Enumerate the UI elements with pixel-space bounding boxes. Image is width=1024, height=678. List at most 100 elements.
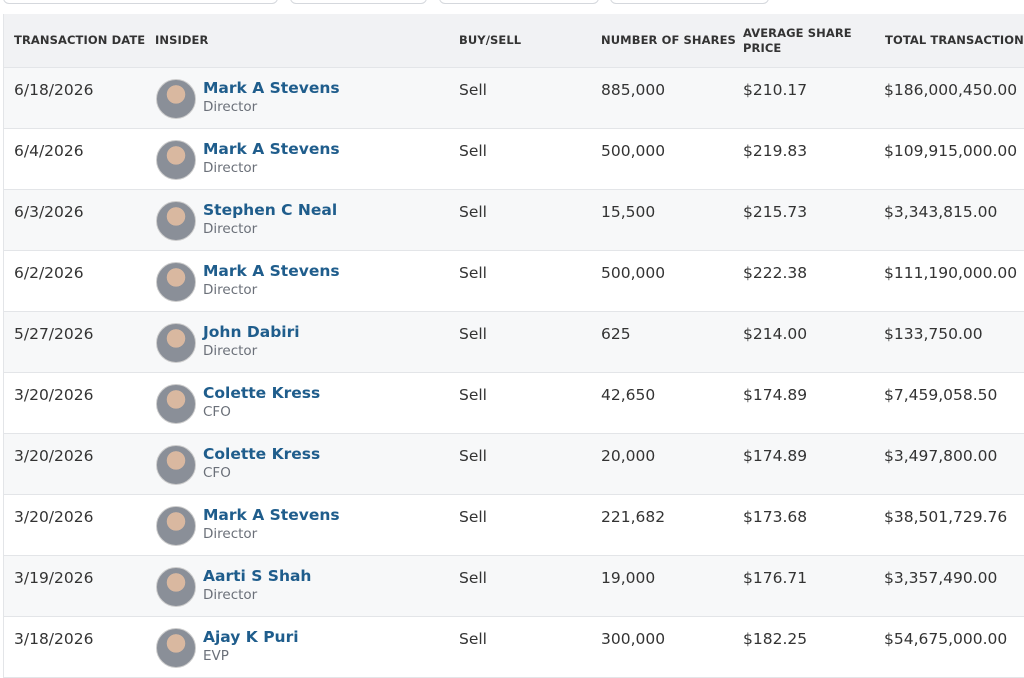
table-body: 6/18/2026 Mark A Stevens Director Sell 885,0… bbox=[4, 68, 1024, 678]
insider-name[interactable]: Mark A Stevens bbox=[203, 79, 340, 97]
transaction-date: 3/20/2026 bbox=[14, 447, 94, 465]
number-of-shares: 20,000 bbox=[601, 447, 656, 465]
column-header[interactable]: Transaction Date bbox=[14, 33, 146, 47]
insider-name[interactable]: Colette Kress bbox=[203, 445, 321, 463]
total-transaction: $3,497,800.00 bbox=[884, 447, 998, 465]
number-of-shares: 885,000 bbox=[601, 81, 666, 99]
insider-avatar bbox=[156, 262, 196, 302]
insider-name[interactable]: Colette Kress bbox=[203, 384, 321, 402]
insider-name[interactable]: Mark A Stevens bbox=[203, 140, 340, 158]
total-transaction: $54,675,000.00 bbox=[884, 630, 1008, 648]
page: {"table": { "columns": ["Transaction Dat… bbox=[3, 0, 1024, 678]
table-row: 3/19/2026 Aarti S Shah Director Sell 19,000 $… bbox=[4, 556, 1024, 617]
insider-avatar bbox=[156, 628, 196, 668]
buy-sell: Sell bbox=[459, 325, 487, 343]
total-transaction: $7,459,058.50 bbox=[884, 386, 998, 404]
total-transaction: $186,000,450.00 bbox=[884, 81, 1018, 99]
table-row: 6/4/2026 Mark A Stevens Director Sell 500,00… bbox=[4, 129, 1024, 190]
buy-sell: Sell bbox=[459, 264, 487, 282]
table-row: 3/18/2026 Ajay K Puri EVP Sell 300,000 $182.2… bbox=[4, 617, 1024, 678]
insider-role: CFO bbox=[203, 465, 231, 481]
number-of-shares: 300,000 bbox=[601, 630, 666, 648]
insider-role: Director bbox=[203, 221, 258, 237]
table-row: 3/20/2026 Colette Kress CFO Sell 42,650 $174.… bbox=[4, 373, 1024, 434]
total-transaction: $3,357,490.00 bbox=[884, 569, 998, 587]
insider-role: CFO bbox=[203, 404, 231, 420]
total-transaction: $109,915,000.00 bbox=[884, 142, 1018, 160]
transaction-date: 3/18/2026 bbox=[14, 630, 94, 648]
filter-box[interactable] bbox=[439, 0, 599, 4]
insider-name[interactable]: Aarti S Shah bbox=[203, 567, 312, 585]
transaction-date: 3/20/2026 bbox=[14, 508, 94, 526]
average-share-price: $210.17 bbox=[743, 81, 808, 99]
insider-avatar bbox=[156, 323, 196, 363]
insider-name[interactable]: John Dabiri bbox=[203, 323, 300, 341]
average-share-price: $219.83 bbox=[743, 142, 808, 160]
table-header: Transaction Date Insider Buy/Sell Number of… bbox=[4, 14, 1024, 68]
insider-avatar bbox=[156, 140, 196, 180]
insider-avatar bbox=[156, 79, 196, 119]
buy-sell: Sell bbox=[459, 142, 487, 160]
average-share-price: $174.89 bbox=[743, 447, 808, 465]
insider-role: Director bbox=[203, 587, 258, 603]
insider-name[interactable]: Stephen C Neal bbox=[203, 201, 338, 219]
number-of-shares: 221,682 bbox=[601, 508, 666, 526]
number-of-shares: 19,000 bbox=[601, 569, 656, 587]
total-transaction: $133,750.00 bbox=[884, 325, 983, 343]
column-header[interactable]: Total Transaction bbox=[885, 33, 1024, 47]
table-row: 3/20/2026 Mark A Stevens Director Sell 221,6… bbox=[4, 495, 1024, 556]
transaction-date: 3/19/2026 bbox=[14, 569, 94, 587]
buy-sell: Sell bbox=[459, 630, 487, 648]
number-of-shares: 42,650 bbox=[601, 386, 656, 404]
average-share-price: $215.73 bbox=[743, 203, 808, 221]
transaction-date: 5/27/2026 bbox=[14, 325, 94, 343]
average-share-price: $182.25 bbox=[743, 630, 808, 648]
transaction-date: 6/18/2026 bbox=[14, 81, 94, 99]
insider-role: Director bbox=[203, 99, 258, 115]
buy-sell: Sell bbox=[459, 569, 487, 587]
transaction-date: 6/3/2026 bbox=[14, 203, 84, 221]
insider-role: Director bbox=[203, 282, 258, 298]
insider-table: Transaction Date Insider Buy/Sell Number of… bbox=[3, 14, 1024, 678]
column-header[interactable]: Average Share Price bbox=[743, 25, 852, 55]
insider-name[interactable]: Ajay K Puri bbox=[203, 628, 299, 646]
filter-box[interactable] bbox=[610, 0, 769, 4]
filter-box[interactable] bbox=[290, 0, 427, 4]
insider-role: Director bbox=[203, 160, 258, 176]
table-row: 3/20/2026 Colette Kress CFO Sell 20,000 $174.… bbox=[4, 434, 1024, 495]
total-transaction: $3,343,815.00 bbox=[884, 203, 998, 221]
number-of-shares: 500,000 bbox=[601, 264, 666, 282]
average-share-price: $176.71 bbox=[743, 569, 808, 587]
buy-sell: Sell bbox=[459, 203, 487, 221]
number-of-shares: 15,500 bbox=[601, 203, 656, 221]
insider-role: Director bbox=[203, 526, 258, 542]
filter-box[interactable] bbox=[3, 0, 278, 4]
number-of-shares: 500,000 bbox=[601, 142, 666, 160]
column-header[interactable]: Insider bbox=[155, 33, 209, 47]
average-share-price: $214.00 bbox=[743, 325, 808, 343]
insider-avatar bbox=[156, 445, 196, 485]
total-transaction: $111,190,000.00 bbox=[884, 264, 1018, 282]
column-header[interactable]: Buy/Sell bbox=[459, 33, 522, 47]
buy-sell: Sell bbox=[459, 508, 487, 526]
transaction-date: 6/4/2026 bbox=[14, 142, 84, 160]
average-share-price: $222.38 bbox=[743, 264, 808, 282]
average-share-price: $174.89 bbox=[743, 386, 808, 404]
number-of-shares: 625 bbox=[601, 325, 631, 343]
insider-role: EVP bbox=[203, 648, 229, 664]
insider-name[interactable]: Mark A Stevens bbox=[203, 506, 340, 524]
buy-sell: Sell bbox=[459, 386, 487, 404]
transaction-date: 3/20/2026 bbox=[14, 386, 94, 404]
average-share-price: $173.68 bbox=[743, 508, 808, 526]
insider-avatar bbox=[156, 567, 196, 607]
table-row: 5/27/2026 John Dabiri Director Sell 625 $214.… bbox=[4, 312, 1024, 373]
insider-name[interactable]: Mark A Stevens bbox=[203, 262, 340, 280]
table-row: 6/2/2026 Mark A Stevens Director Sell 500,00… bbox=[4, 251, 1024, 312]
insider-role: Director bbox=[203, 343, 258, 359]
table-row: 6/18/2026 Mark A Stevens Director Sell 885,0… bbox=[4, 68, 1024, 129]
column-header[interactable]: Number of Shares bbox=[601, 33, 736, 47]
buy-sell: Sell bbox=[459, 81, 487, 99]
table-row: 6/3/2026 Stephen C Neal Director Sell 15,500… bbox=[4, 190, 1024, 251]
insider-avatar bbox=[156, 384, 196, 424]
insider-avatar bbox=[156, 201, 196, 241]
